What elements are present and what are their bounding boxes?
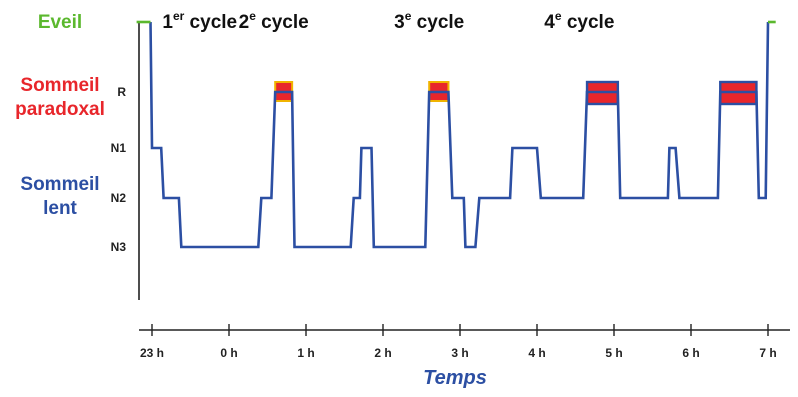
x-tick-label: 3 h: [451, 346, 468, 360]
x-tick-label: 4 h: [528, 346, 545, 360]
stage-tick-label: N1: [111, 141, 127, 155]
x-tick-label: 2 h: [374, 346, 391, 360]
category-label: Sommeil: [20, 75, 99, 96]
stage-tick-label: R: [117, 85, 126, 99]
stage-tick-label: N3: [111, 240, 127, 254]
cycle-label: 1er cycle: [162, 9, 237, 33]
x-tick-label: 1 h: [297, 346, 314, 360]
x-axis-ticks: 23 h 0 h 1 h 2 h 3 h 4 h 5 h 6 h 7 h: [140, 324, 777, 360]
stage-tick-label: N2: [111, 191, 127, 205]
category-labels: Eveil Sommeil paradoxal Sommeil lent: [15, 12, 105, 219]
category-label: paradoxal: [15, 99, 105, 120]
x-tick-label: 23 h: [140, 346, 164, 360]
x-tick-label: 7 h: [759, 346, 776, 360]
category-label: lent: [43, 198, 77, 219]
x-axis-title: Temps: [423, 367, 487, 389]
category-label: Sommeil: [20, 174, 99, 195]
category-label: Eveil: [38, 12, 82, 33]
x-tick-label: 6 h: [682, 346, 699, 360]
x-tick-label: 0 h: [220, 346, 237, 360]
hypnogram-trace: [149, 21, 770, 249]
rem-blocks: [274, 80, 758, 106]
cycle-labels: 1er cycle 2e cycle 3e cycle 4e cycle: [162, 9, 614, 33]
cycle-label: 2e cycle: [239, 9, 309, 33]
cycle-label: 3e cycle: [394, 9, 464, 33]
x-tick-label: 5 h: [605, 346, 622, 360]
stage-tick-labels: R N1 N2 N3: [111, 85, 127, 254]
cycle-label: 4e cycle: [544, 9, 614, 33]
